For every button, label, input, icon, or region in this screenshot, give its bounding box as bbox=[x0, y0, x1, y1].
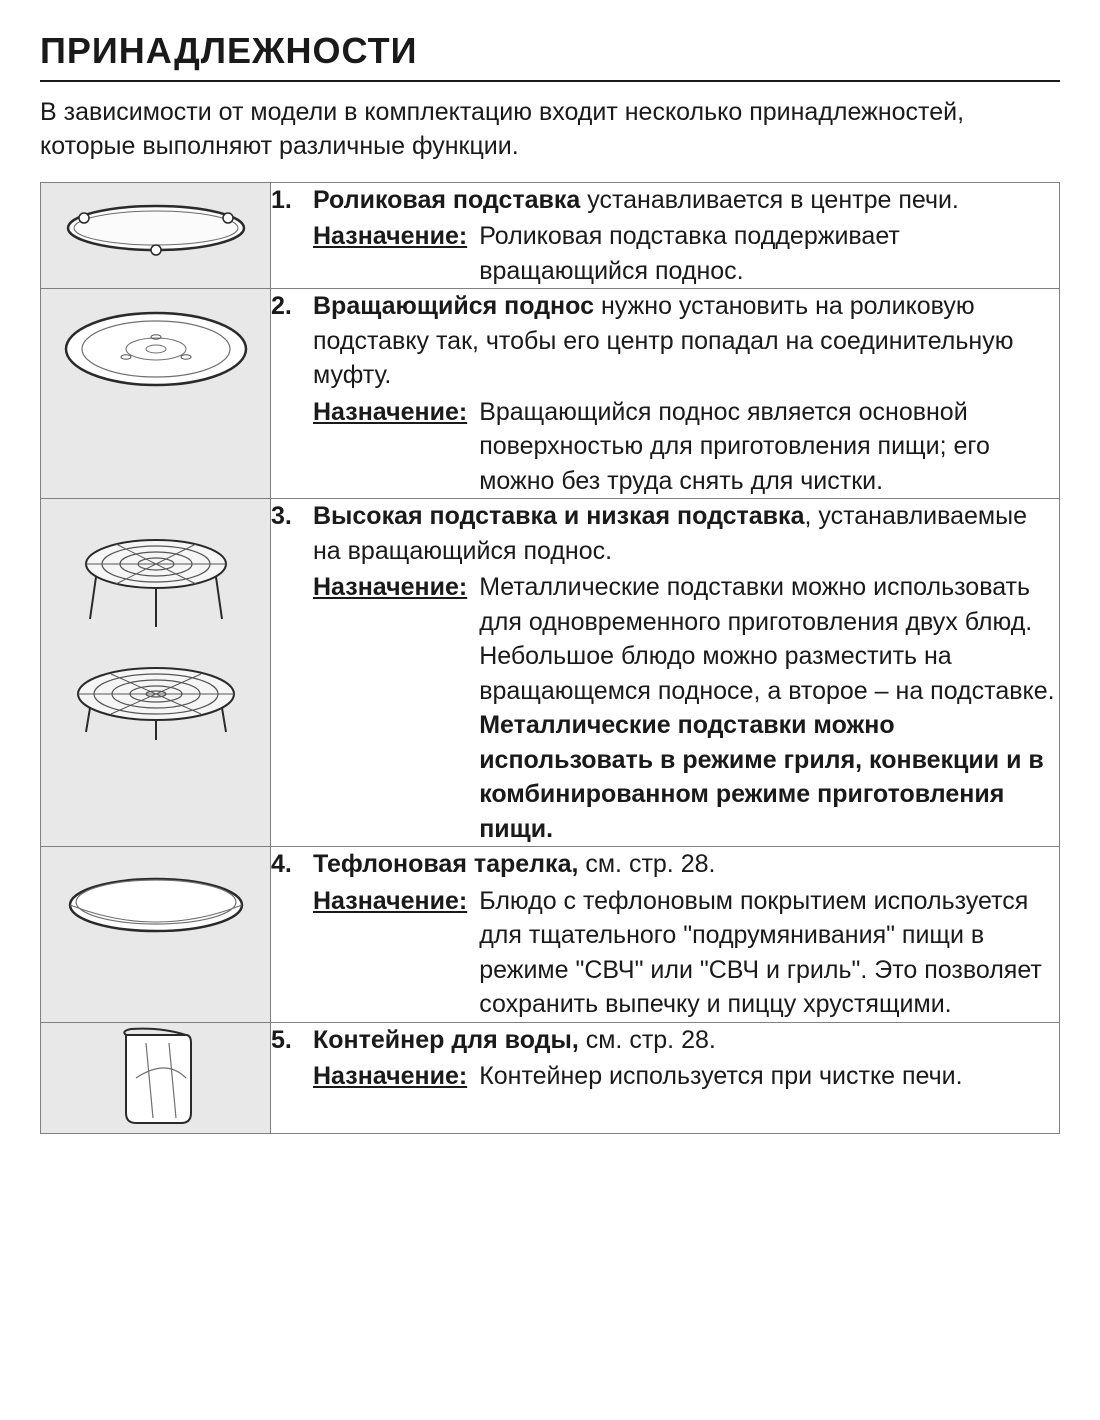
description-cell: 2. Вращающийся поднос нужно установить н… bbox=[271, 289, 1060, 499]
description-cell: 3. Высокая подставка и низкая подставка,… bbox=[271, 499, 1060, 847]
purpose-bold: Металлические подставки можно использова… bbox=[479, 711, 1044, 843]
illustration-cell bbox=[41, 289, 271, 499]
description-cell: 4. Тефлоновая тарелка, см. стр. 28. Назн… bbox=[271, 847, 1060, 1023]
table-row: 3. Высокая подставка и низкая подставка,… bbox=[41, 499, 1060, 847]
illustration-cell bbox=[41, 1022, 271, 1133]
purpose-label: Назначение: bbox=[313, 884, 467, 919]
item-number: 3. bbox=[271, 499, 313, 846]
purpose-text: Роликовая подставка поддерживает вращающ… bbox=[479, 219, 1059, 288]
purpose-text: Контейнер используется при чистке печи. bbox=[479, 1059, 1059, 1094]
table-row: 2. Вращающийся поднос нужно установить н… bbox=[41, 289, 1060, 499]
illustration-cell bbox=[41, 182, 271, 289]
table-row: 4. Тефлоновая тарелка, см. стр. 28. Назн… bbox=[41, 847, 1060, 1023]
table-row: 5. Контейнер для воды, см. стр. 28. Назн… bbox=[41, 1022, 1060, 1133]
turntable-plate-icon bbox=[56, 289, 256, 409]
item-number: 4. bbox=[271, 847, 313, 1022]
intro-text: В зависимости от модели в комплектацию в… bbox=[40, 96, 1060, 164]
purpose-label: Назначение: bbox=[313, 1059, 467, 1094]
description-cell: 1. Роликовая подставка устанавливается в… bbox=[271, 182, 1060, 289]
item-title: Контейнер для воды, bbox=[313, 1026, 579, 1054]
accessories-table: 1. Роликовая подставка устанавливается в… bbox=[40, 182, 1060, 1134]
item-title-rest: см. стр. 28. bbox=[578, 850, 715, 878]
illustration-cell bbox=[41, 499, 271, 847]
wire-racks-icon bbox=[56, 499, 256, 759]
purpose-text: Металлические подставки можно использова… bbox=[479, 570, 1059, 846]
item-title-rest: устанавливается в центре печи. bbox=[580, 186, 959, 214]
item-number: 5. bbox=[271, 1023, 313, 1094]
item-number: 1. bbox=[271, 183, 313, 289]
item-title-rest: см. стр. 28. bbox=[579, 1026, 716, 1054]
description-cell: 5. Контейнер для воды, см. стр. 28. Назн… bbox=[271, 1022, 1060, 1133]
water-container-icon bbox=[91, 1023, 221, 1133]
purpose-label: Назначение: bbox=[313, 219, 467, 254]
item-title: Тефлоновая тарелка, bbox=[313, 850, 578, 878]
purpose-text: Вращающийся поднос является основной пов… bbox=[479, 395, 1059, 499]
purpose-label: Назначение: bbox=[313, 570, 467, 605]
item-number: 2. bbox=[271, 289, 313, 498]
purpose-text: Блюдо с тефлоновым покрытием используетс… bbox=[479, 884, 1059, 1022]
illustration-cell bbox=[41, 847, 271, 1023]
table-row: 1. Роликовая подставка устанавливается в… bbox=[41, 182, 1060, 289]
roller-ring-icon bbox=[56, 183, 256, 273]
page-title: ПРИНАДЛЕЖНОСТИ bbox=[40, 30, 1060, 82]
purpose-label: Назначение: bbox=[313, 395, 467, 430]
teflon-plate-icon bbox=[56, 847, 256, 957]
item-title: Вращающийся поднос bbox=[313, 292, 594, 320]
item-title: Роликовая подставка bbox=[313, 186, 580, 214]
item-title: Высокая подставка и низкая подставка bbox=[313, 502, 804, 530]
